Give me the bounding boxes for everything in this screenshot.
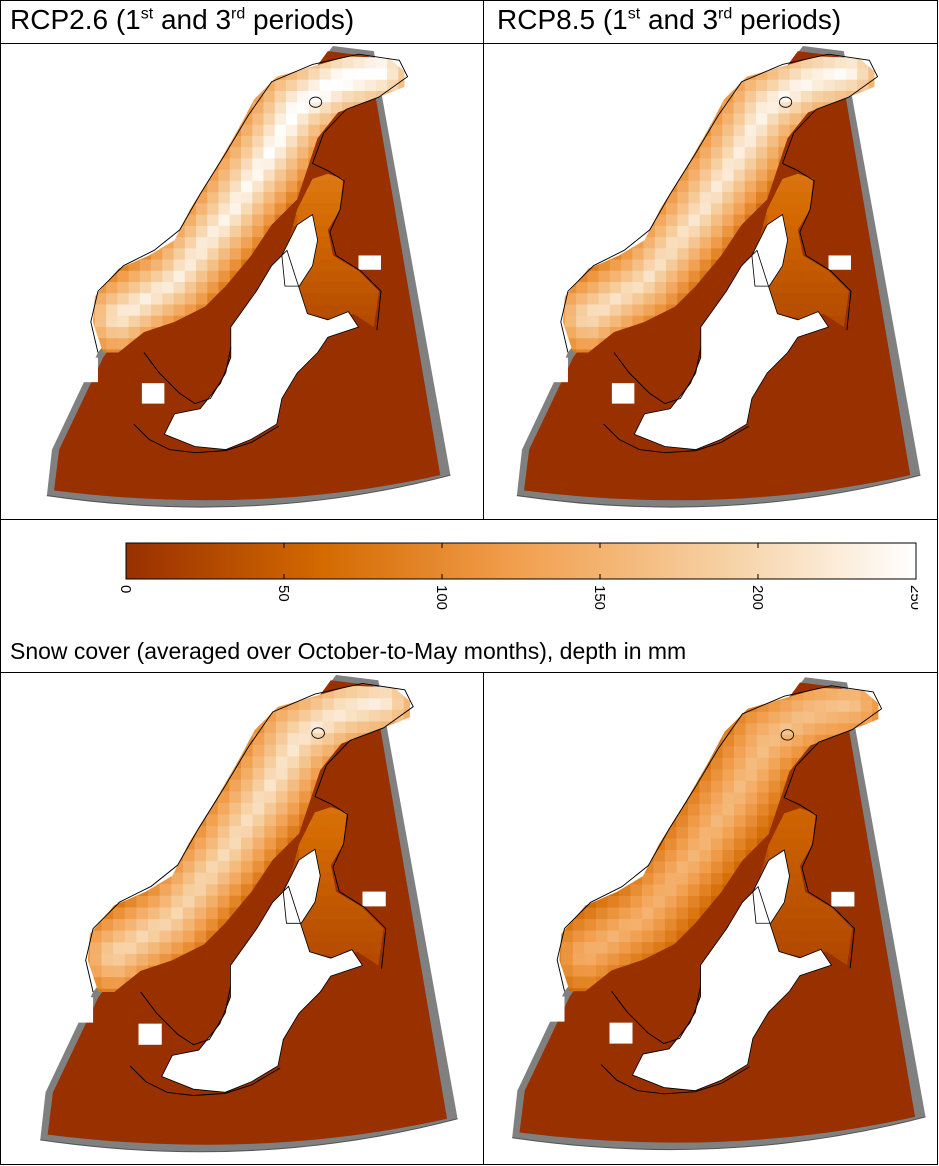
coastline xyxy=(751,213,789,287)
header-divider xyxy=(0,43,938,44)
coastline xyxy=(556,685,883,992)
lake xyxy=(358,255,381,270)
gulf-of-bothnia xyxy=(752,849,790,924)
colorbar-row-top xyxy=(0,519,938,520)
column-divider-top xyxy=(483,0,484,520)
domain-edge xyxy=(516,474,921,508)
colorbar-tick-label: 250 xyxy=(907,585,918,610)
map-rcp26-third-period xyxy=(2,675,480,1161)
gulf-of-bothnia xyxy=(281,214,318,287)
coastline xyxy=(752,849,790,924)
coastline xyxy=(611,985,701,1045)
lake-outline xyxy=(311,727,325,739)
header-rcp26: RCP2.6 (1st and 3rd periods) xyxy=(10,4,355,35)
coastline xyxy=(90,53,409,353)
coastline xyxy=(281,213,319,287)
lake xyxy=(362,891,386,907)
coastline xyxy=(143,347,232,405)
colorbar-row-bottom xyxy=(0,672,938,673)
coastline xyxy=(133,423,280,454)
domain-edge xyxy=(512,1116,926,1151)
lake xyxy=(828,255,851,270)
colorbar-svg: 0 50 100 150 200 250 xyxy=(117,542,924,610)
lake xyxy=(609,1022,633,1044)
gulf-of-bothnia xyxy=(751,214,788,287)
colorbar-tick-label: 0 xyxy=(118,585,134,593)
colorbar-tick-label: 200 xyxy=(749,585,766,610)
coastline xyxy=(161,885,364,1093)
coastline xyxy=(163,249,360,451)
lake xyxy=(547,357,568,383)
table-border-left xyxy=(0,0,1,1165)
colorbar-gradient xyxy=(125,542,917,580)
coastline xyxy=(129,1065,281,1096)
table-border-right xyxy=(937,0,938,1165)
coastline xyxy=(85,682,414,993)
coastline xyxy=(140,986,231,1046)
lake xyxy=(141,383,165,404)
lake-outline xyxy=(309,96,323,108)
baltic-sea xyxy=(632,886,832,1091)
lake xyxy=(831,891,855,907)
lake xyxy=(138,1023,162,1045)
lake xyxy=(71,997,94,1023)
baltic-sea xyxy=(161,886,363,1093)
table-border-top xyxy=(0,0,938,1)
lake xyxy=(543,996,565,1022)
table-border-bottom xyxy=(0,1164,938,1165)
domain-edge xyxy=(40,1118,458,1153)
lake-outline xyxy=(780,729,795,741)
colorbar-caption: Snow cover (averaged over October-to-May… xyxy=(10,638,687,664)
colorbar: 0 50 100 150 200 250 xyxy=(117,541,924,631)
coastline xyxy=(603,423,750,454)
coastline xyxy=(613,347,702,405)
header-rcp85: RCP8.5 (1st and 3rd periods) xyxy=(497,4,842,35)
lake-outline xyxy=(779,96,793,108)
baltic-sea xyxy=(164,250,359,450)
map-rcp26-first-period xyxy=(2,46,480,516)
colorbar-tick-label: 150 xyxy=(591,585,608,610)
coastline xyxy=(282,848,321,924)
colorbar-tick-label: 50 xyxy=(275,585,292,602)
column-divider-bottom xyxy=(483,672,484,1165)
colorbar-tick-label: 100 xyxy=(433,585,450,610)
map-rcp85-first-period xyxy=(486,46,936,516)
domain-edge xyxy=(46,474,451,508)
gulf-of-bothnia xyxy=(283,849,321,924)
coastline xyxy=(600,1064,750,1095)
coastline xyxy=(631,885,833,1092)
coastline xyxy=(633,249,830,451)
map-rcp85-third-period xyxy=(486,675,936,1161)
lake xyxy=(77,357,98,383)
baltic-sea xyxy=(634,250,829,450)
lake xyxy=(611,383,635,404)
coastline xyxy=(560,53,879,353)
